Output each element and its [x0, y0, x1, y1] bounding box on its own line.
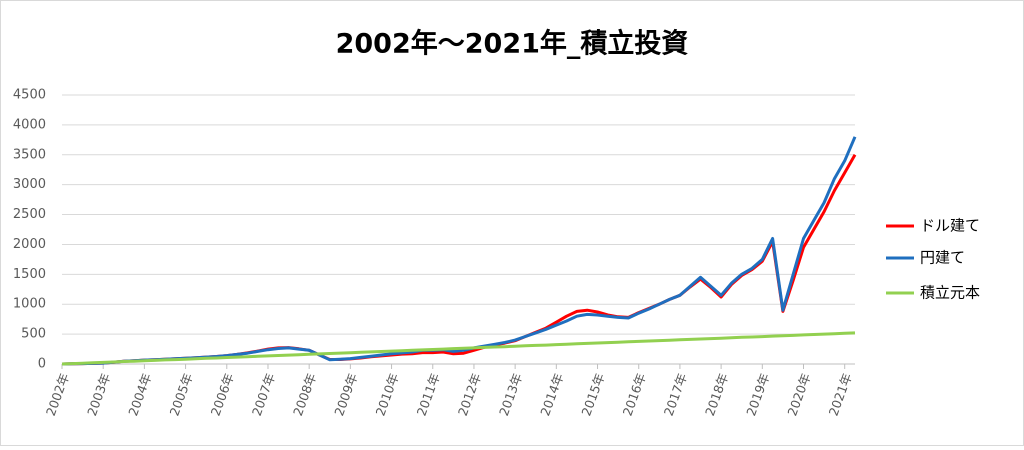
legend-label: 円建て [920, 249, 965, 267]
y-tick-label: 1500 [13, 267, 46, 282]
y-tick-label: 0 [38, 357, 46, 372]
legend-label: 積立元本 [920, 284, 980, 302]
y-tick-label: 500 [21, 327, 46, 342]
y-tick-label: 1000 [13, 297, 46, 312]
y-tick-label: 2000 [13, 237, 46, 252]
chart-title: 2002年～2021年_積立投資 [336, 28, 689, 60]
y-tick-label: 3500 [13, 147, 46, 162]
y-tick-label: 3000 [13, 177, 46, 192]
y-tick-label: 4000 [13, 117, 46, 132]
series-line [61, 331, 856, 366]
y-tick-label: 2500 [13, 207, 46, 222]
legend-label: ドル建て [920, 217, 980, 235]
y-tick-label: 4500 [13, 88, 46, 103]
